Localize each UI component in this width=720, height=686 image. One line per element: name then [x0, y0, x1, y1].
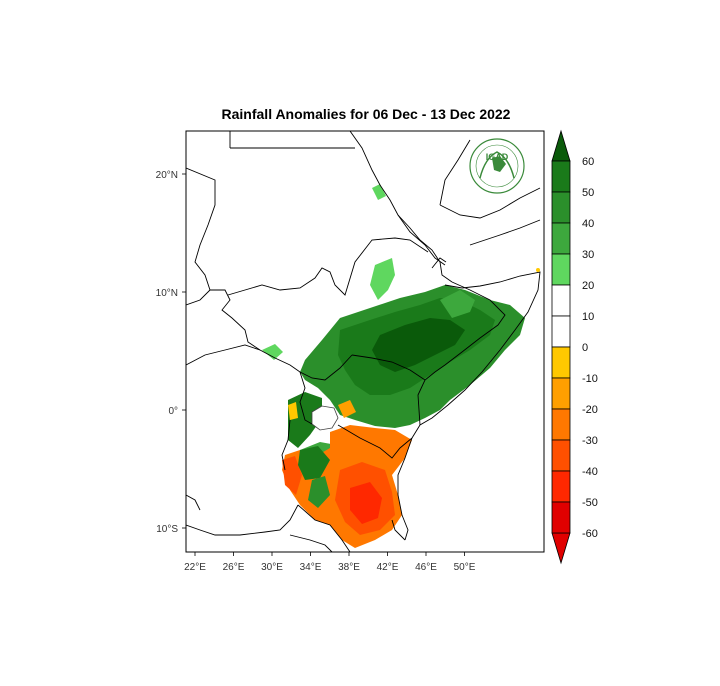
colorbar-label: -60 [582, 528, 598, 540]
colorbar-segment [551, 160, 571, 193]
colorbar-segment [551, 470, 571, 503]
colorbar-label: -10 [582, 373, 598, 385]
colorbar-label: 0 [582, 342, 588, 354]
colorbar-label: -30 [582, 435, 598, 447]
lon-tick-label: 42°E [377, 562, 399, 573]
lon-tick-label: 26°E [223, 562, 245, 573]
colorbar-segment [551, 253, 571, 286]
lat-tick-label: 10°N [156, 288, 178, 299]
lon-tick-label: 50°E [454, 562, 476, 573]
colorbar-label: -20 [582, 404, 598, 416]
lat-tick-label: 20°N [156, 170, 178, 181]
colorbar-label: 30 [582, 249, 594, 261]
colorbar-label: 50 [582, 187, 594, 199]
colorbar-segment [551, 315, 571, 348]
colorbar-top-arrow [551, 129, 571, 162]
colorbar-label: 40 [582, 218, 594, 230]
colorbar-segment [551, 439, 571, 472]
colorbar-label: 60 [582, 156, 594, 168]
lake-victoria [311, 405, 339, 431]
country-borders [186, 131, 541, 552]
colorbar-label: 20 [582, 280, 594, 292]
colorbar-bottom-arrow [551, 532, 571, 565]
colorbar-segment [551, 408, 571, 441]
colorbar-segment [551, 501, 571, 534]
colorbar-segment [551, 284, 571, 317]
lon-tick-label: 38°E [338, 562, 360, 573]
lat-tick-label: 10°S [156, 524, 178, 535]
map-title: Rainfall Anomalies for 06 Dec - 13 Dec 2… [221, 106, 511, 122]
colorbar-label: -40 [582, 466, 598, 478]
lon-tick-label: 22°E [184, 562, 206, 573]
colorbar-label: 10 [582, 311, 594, 323]
axis-labels: 22°E 26°E 30°E 34°E 38°E 42°E 46°E 50°E 20°N 10°N… [156, 170, 476, 573]
colorbar-segment [551, 377, 571, 410]
lat-tick-label: 0° [168, 406, 178, 417]
lon-tick-label: 46°E [415, 562, 437, 573]
igad-logo-text: IGAD [486, 152, 509, 162]
colorbar-segment [551, 222, 571, 255]
lon-tick-label: 30°E [261, 562, 283, 573]
anomaly-point [536, 268, 540, 272]
dry-anomaly-region [282, 400, 412, 548]
igad-logo: IGAD [469, 138, 525, 194]
colorbar-label: -50 [582, 497, 598, 509]
colorbar-segment [551, 191, 571, 224]
lon-tick-label: 34°E [300, 562, 322, 573]
colorbar-segment [551, 346, 571, 379]
colorbar-legend: 60 50 40 30 20 10 0 -10 -20 -30 -40 -50 -60 [551, 129, 598, 565]
